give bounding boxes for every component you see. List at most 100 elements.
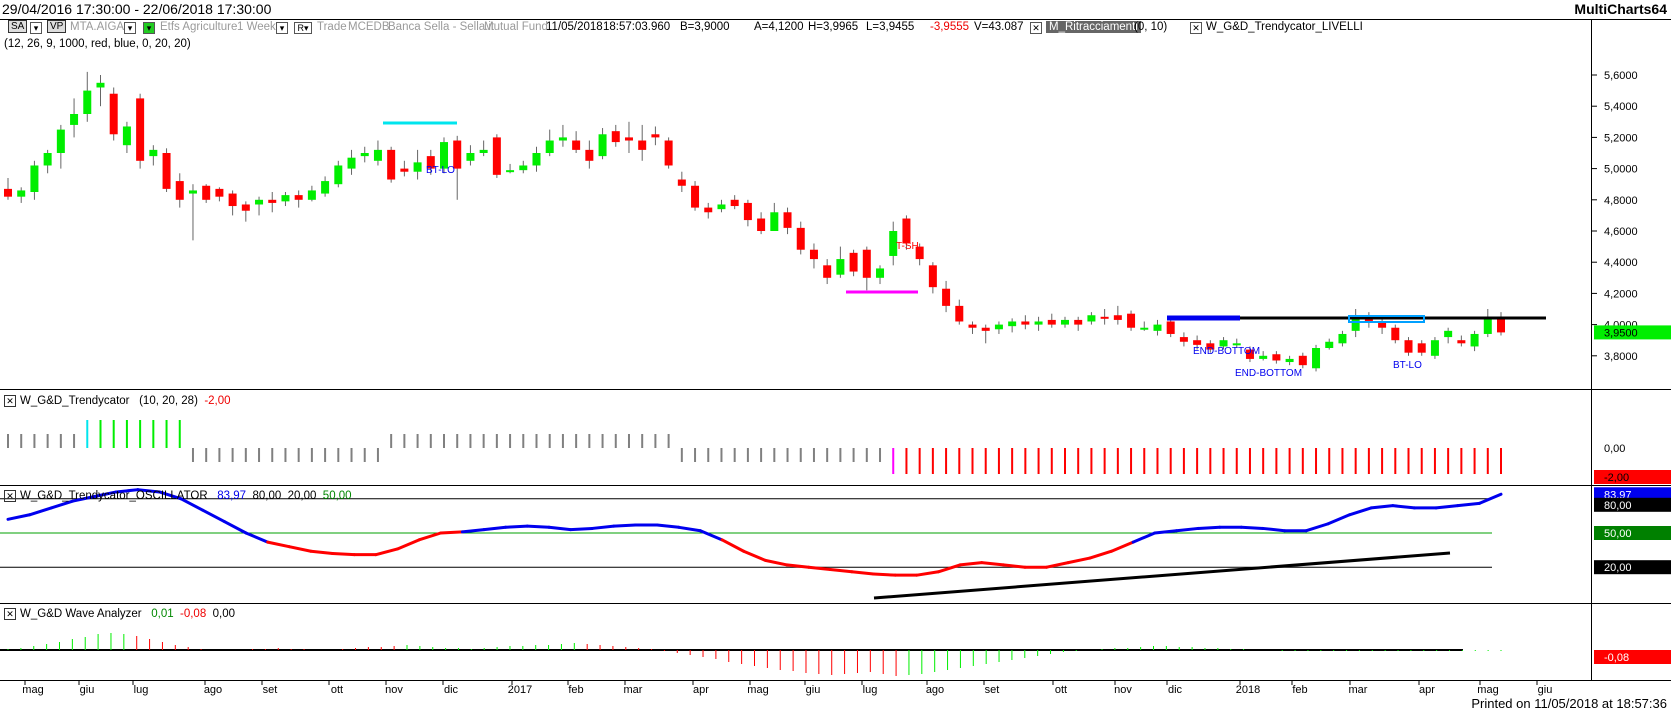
oscillator-line — [244, 531, 270, 544]
quote-time: 18:57:03.960 — [603, 21, 671, 33]
r-dropdown[interactable]: R▾ — [294, 22, 312, 34]
oscillator-line — [114, 488, 140, 494]
ask-value: A=4,1200 — [754, 21, 804, 33]
candle-body — [1232, 343, 1241, 346]
candle-body — [519, 165, 528, 171]
oscillator-line — [936, 563, 962, 574]
period-dropdown-icon[interactable]: ▾ — [276, 22, 288, 34]
candle-body — [440, 142, 449, 169]
x-axis-label: lug — [863, 684, 878, 696]
candle-body — [638, 140, 647, 150]
candle-body — [453, 140, 462, 169]
oscillator-line — [1174, 526, 1200, 533]
candle-body — [783, 212, 792, 228]
vp-button[interactable]: VP — [47, 20, 67, 33]
x-axis-label: mag — [1477, 684, 1498, 696]
oscillator-line — [6, 513, 32, 521]
oscillator-line — [1304, 522, 1330, 533]
oscillator-line — [1239, 525, 1265, 530]
candle-body — [1338, 333, 1347, 344]
last-price-label: 3,9500 — [1604, 327, 1638, 339]
candle-body — [809, 249, 818, 260]
candle-body — [1206, 343, 1215, 350]
candle-body — [1298, 355, 1307, 366]
close-trendycator-icon[interactable]: ✕ — [4, 395, 16, 407]
candle-body — [466, 153, 475, 161]
low-value: L=3,9455 — [866, 21, 915, 33]
price-annotation: END-BOTTOM — [1235, 368, 1302, 379]
price-axis-label: 4,8000 — [1604, 195, 1638, 207]
x-axis-label: feb — [1292, 684, 1307, 696]
livelli-indicator[interactable]: W_G&D_Trendycator_LIVELLI — [1206, 21, 1363, 33]
candle-body — [255, 199, 264, 205]
candle-body — [149, 149, 158, 157]
trendycator-name: W_G&D_Trendycator — [20, 395, 130, 408]
x-axis-label: apr — [693, 684, 709, 696]
x-axis-label: mag — [22, 684, 43, 696]
x-axis-label: giu — [1538, 684, 1553, 696]
candle-body — [1325, 341, 1334, 348]
candle-body — [83, 90, 92, 114]
close-indicator-icon[interactable]: ✕ — [1030, 22, 1042, 34]
sa-dropdown-icon[interactable]: ▾ — [30, 22, 42, 34]
oscillator-line — [439, 530, 464, 535]
candle-body — [56, 129, 65, 153]
candle-body — [1100, 316, 1109, 319]
candle-body — [624, 137, 633, 141]
oscillator-line — [1110, 540, 1135, 553]
wave-pane-label: ✕ W_G&D Wave Analyzer 0,01 -0,08 0,00 — [4, 608, 235, 620]
candle-body — [823, 265, 832, 278]
candle-body — [585, 149, 594, 161]
candle-body — [704, 207, 713, 213]
price-axis-label: 5,4000 — [1604, 101, 1638, 113]
indicator-params: (12, 26, 9, 1000, red, blue, 0, 20, 20) — [4, 38, 191, 50]
ritracciamenti-indicator[interactable]: M_Ritracciamenti — [1046, 21, 1141, 33]
wave-v3: 0,00 — [212, 608, 236, 621]
volume-value: V=43.087 — [974, 21, 1024, 33]
candle-body — [1417, 343, 1426, 353]
price-axis-label: 4,4000 — [1604, 257, 1638, 269]
candle-body — [955, 305, 964, 322]
candle-body — [1470, 333, 1479, 347]
candle-body — [1259, 355, 1268, 359]
close-wave-icon[interactable]: ✕ — [4, 608, 16, 620]
symbol-name: MTA.AIGA — [70, 21, 125, 33]
candle-body — [43, 153, 52, 166]
candle-body — [1444, 330, 1453, 338]
close-livelli-icon[interactable]: ✕ — [1190, 22, 1202, 34]
sa-button[interactable]: SA — [8, 20, 28, 33]
candle-body — [175, 181, 184, 200]
x-axis-label: 2018 — [1236, 684, 1260, 696]
candle-body — [1087, 315, 1096, 322]
candle-body — [611, 131, 620, 143]
candle-body — [598, 134, 607, 157]
symbol-color-icon[interactable]: ▾ — [143, 22, 155, 34]
close-oscillator-icon[interactable]: ✕ — [4, 490, 16, 502]
price-annotation: T-SH — [896, 241, 919, 252]
oscillator-line — [482, 525, 508, 532]
candle-body — [1127, 313, 1136, 328]
oscillator-line — [850, 570, 876, 576]
last-price-badge — [1594, 325, 1671, 340]
x-axis-label: nov — [1114, 684, 1132, 696]
title-bar: 29/04/2016 17:30:00 - 22/06/2018 17:30:0… — [0, 0, 1671, 18]
candle-body — [188, 190, 197, 194]
candle-body — [981, 327, 990, 331]
candle-body — [1497, 318, 1505, 333]
oscillator-line — [698, 529, 724, 542]
candle-body — [1272, 354, 1281, 361]
oscillator-line — [417, 531, 443, 542]
candle-body — [1074, 319, 1083, 325]
oscillator-line — [309, 549, 335, 556]
x-axis-label: feb — [568, 684, 583, 696]
candle-body — [268, 199, 277, 203]
price-axis-label: 4,6000 — [1604, 226, 1638, 238]
oscillator-line — [266, 540, 291, 549]
candle-body — [1391, 327, 1400, 341]
price-annotation: BT-LO — [426, 165, 455, 176]
wave-badge — [1594, 650, 1671, 664]
candle-body — [1113, 315, 1122, 320]
symbol-dropdown-icon[interactable]: ▾ — [124, 22, 136, 34]
oscillator-line — [331, 552, 356, 557]
